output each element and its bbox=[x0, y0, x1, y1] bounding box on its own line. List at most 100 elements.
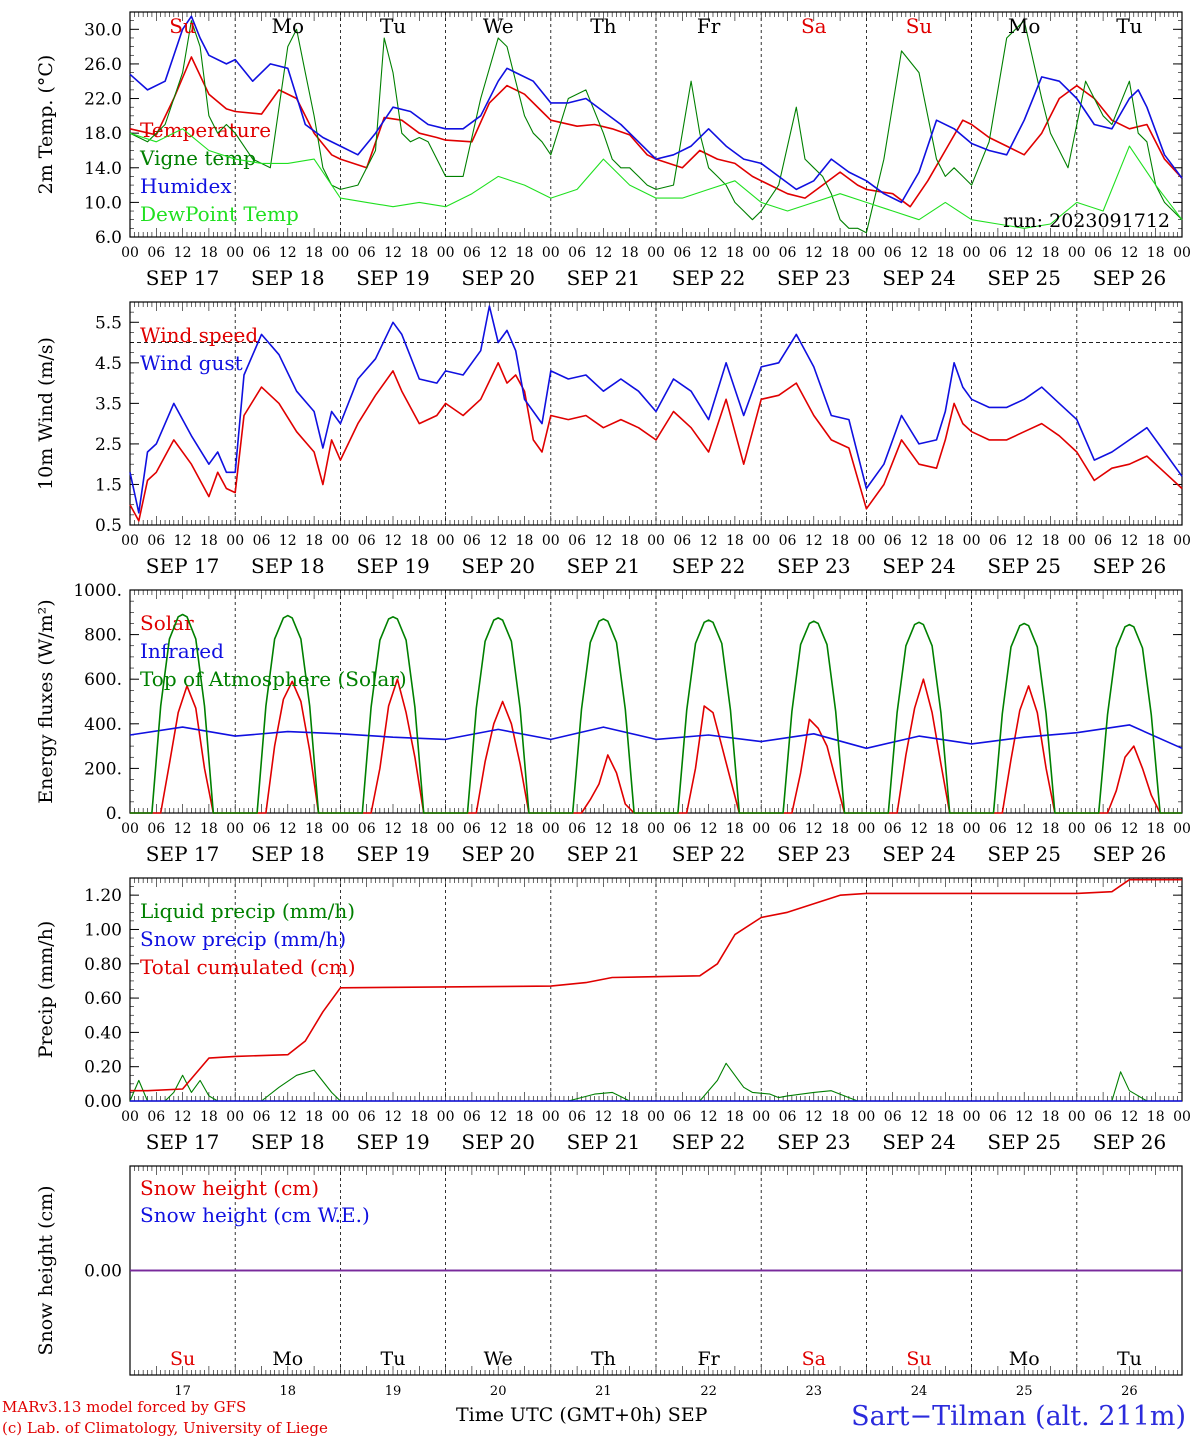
y-tick-label: 3.5 bbox=[95, 394, 122, 414]
hour-tick-label: 00 bbox=[752, 245, 770, 261]
legend-entry: Humidex bbox=[140, 174, 232, 198]
hour-tick-label: 18 bbox=[1042, 533, 1060, 549]
y-tick-label: 0.60 bbox=[84, 989, 122, 1009]
hour-tick-label: 06 bbox=[253, 245, 271, 261]
hour-tick-label: 12 bbox=[489, 821, 507, 837]
hour-tick-label: 12 bbox=[805, 245, 823, 261]
date-label: SEP 24 bbox=[882, 266, 956, 290]
date-label: SEP 22 bbox=[672, 554, 746, 578]
date-label: SEP 17 bbox=[146, 554, 220, 578]
hour-tick-label: 12 bbox=[700, 821, 718, 837]
hour-tick-label: 06 bbox=[779, 533, 797, 549]
date-label: SEP 17 bbox=[146, 266, 220, 290]
hour-tick-label: 06 bbox=[358, 533, 376, 549]
date-number-label: 21 bbox=[595, 1384, 612, 1399]
hour-tick-label: 18 bbox=[305, 821, 323, 837]
hour-tick-label: 12 bbox=[805, 533, 823, 549]
hour-tick-label: 06 bbox=[147, 821, 165, 837]
date-number-label: 17 bbox=[174, 1384, 191, 1399]
hour-tick-label: 18 bbox=[410, 245, 428, 261]
date-label: SEP 19 bbox=[356, 1130, 430, 1154]
y-tick-label: 1.5 bbox=[95, 475, 122, 495]
date-label: SEP 21 bbox=[567, 842, 641, 866]
date-label: SEP 25 bbox=[987, 554, 1061, 578]
hour-tick-label: 00 bbox=[121, 821, 139, 837]
hour-tick-label: 12 bbox=[805, 1109, 823, 1125]
hour-tick-label: 18 bbox=[516, 245, 534, 261]
date-label: SEP 21 bbox=[567, 1130, 641, 1154]
weekday-label: Mo bbox=[272, 14, 305, 38]
hour-tick-label: 06 bbox=[673, 533, 691, 549]
hour-tick-label: 12 bbox=[1015, 245, 1033, 261]
y-tick-label: 10.0 bbox=[84, 193, 122, 213]
hour-tick-label: 18 bbox=[200, 245, 218, 261]
legend-entry: Wind gust bbox=[140, 351, 243, 375]
hour-tick-label: 18 bbox=[726, 821, 744, 837]
hour-tick-label: 06 bbox=[673, 1109, 691, 1125]
hour-tick-label: 18 bbox=[1147, 821, 1165, 837]
y-tick-label: 0.20 bbox=[84, 1058, 122, 1078]
y-axis-label: Precip (mm/h) bbox=[35, 921, 57, 1059]
hour-tick-label: 12 bbox=[489, 533, 507, 549]
weekday-label: Mo bbox=[1009, 1348, 1040, 1370]
legend-entry: Solar bbox=[140, 611, 194, 635]
hour-tick-label: 00 bbox=[437, 533, 455, 549]
hour-tick-label: 18 bbox=[516, 533, 534, 549]
hour-tick-label: 12 bbox=[594, 533, 612, 549]
hour-tick-label: 18 bbox=[200, 1109, 218, 1125]
y-tick-label: 0.80 bbox=[84, 955, 122, 975]
hour-tick-label: 00 bbox=[437, 245, 455, 261]
y-tick-label: 1.00 bbox=[84, 920, 122, 940]
hour-tick-label: 18 bbox=[200, 821, 218, 837]
date-label: SEP 18 bbox=[251, 554, 325, 578]
hour-tick-label: 18 bbox=[726, 245, 744, 261]
hour-tick-label: 06 bbox=[989, 245, 1007, 261]
hour-tick-label: 12 bbox=[1120, 1109, 1138, 1125]
y-tick-label: 800. bbox=[84, 626, 122, 646]
y-axis-label: Energy fluxes (W/m²) bbox=[35, 599, 57, 803]
hour-tick-label: 00 bbox=[331, 821, 349, 837]
date-number-label: 26 bbox=[1121, 1384, 1138, 1399]
hour-tick-label: 18 bbox=[936, 1109, 954, 1125]
hour-tick-label: 00 bbox=[1068, 245, 1086, 261]
hour-tick-label: 00 bbox=[857, 245, 875, 261]
hour-tick-label: 06 bbox=[1094, 533, 1112, 549]
hour-tick-label: 12 bbox=[279, 1109, 297, 1125]
legend-entry: Snow height (cm W.E.) bbox=[140, 1203, 370, 1227]
date-label: SEP 23 bbox=[777, 1130, 851, 1154]
hour-tick-label: 00 bbox=[437, 821, 455, 837]
legend-entry: Snow precip (mm/h) bbox=[140, 927, 346, 951]
weekday-label: Su bbox=[906, 1348, 931, 1370]
weekday-label: Sa bbox=[801, 14, 827, 38]
hour-tick-label: 12 bbox=[174, 533, 192, 549]
hour-tick-label: 12 bbox=[1120, 821, 1138, 837]
date-label: SEP 19 bbox=[356, 842, 430, 866]
y-tick-label: 0.00 bbox=[84, 1262, 122, 1282]
date-label: SEP 18 bbox=[251, 266, 325, 290]
plot-frame bbox=[129, 301, 1183, 526]
hour-tick-label: 12 bbox=[279, 821, 297, 837]
time-axis-label: Time UTC (GMT+0h) SEP bbox=[456, 1404, 708, 1426]
hour-tick-label: 18 bbox=[831, 533, 849, 549]
date-label: SEP 22 bbox=[672, 266, 746, 290]
hour-tick-label: 18 bbox=[936, 533, 954, 549]
hour-tick-label: 00 bbox=[1068, 533, 1086, 549]
weekday-label: Fr bbox=[697, 1348, 720, 1370]
hour-tick-label: 06 bbox=[884, 821, 902, 837]
series-line-dewpoint-temp bbox=[129, 128, 1183, 229]
hour-tick-label: 18 bbox=[516, 821, 534, 837]
series-line-infrared bbox=[129, 724, 1183, 750]
date-label: SEP 26 bbox=[1093, 1130, 1167, 1154]
hour-tick-label: 18 bbox=[410, 1109, 428, 1125]
hour-tick-label: 12 bbox=[384, 245, 402, 261]
panel-snow: 0.00 Snow height (cm) Snow height (cm) Snow… bbox=[35, 1165, 1183, 1399]
y-tick-label: 1.20 bbox=[84, 886, 122, 906]
y-tick-label: 5.5 bbox=[95, 313, 122, 333]
hour-tick-label: 18 bbox=[1147, 245, 1165, 261]
date-label: SEP 22 bbox=[672, 1130, 746, 1154]
hour-tick-label: 12 bbox=[384, 1109, 402, 1125]
y-tick-label: 0.00 bbox=[84, 1092, 122, 1112]
legend-entry: Snow height (cm) bbox=[140, 1176, 319, 1200]
date-label: SEP 25 bbox=[987, 1130, 1061, 1154]
